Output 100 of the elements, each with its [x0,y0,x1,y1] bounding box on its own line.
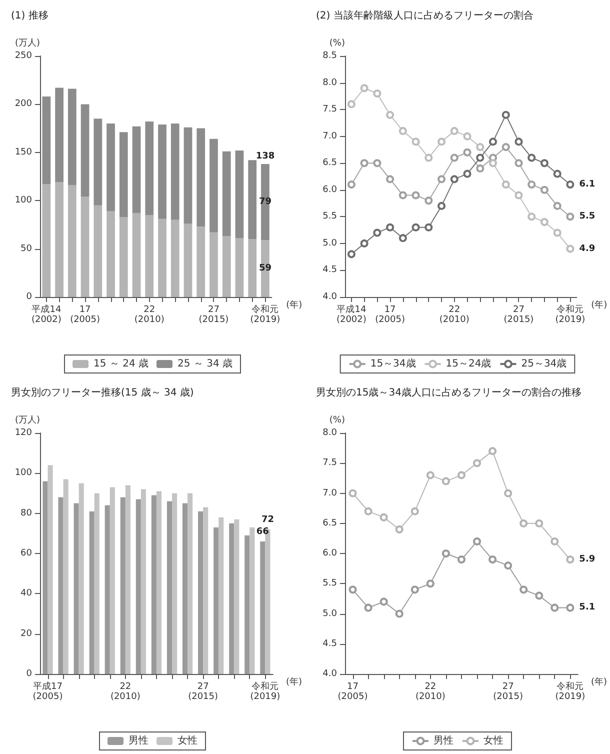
point [395,525,404,534]
point [528,154,536,162]
data-label: 66 [256,526,269,537]
bar [120,497,126,674]
data-label: 72 [261,514,274,525]
data-label: 6.1 [579,180,596,190]
point [438,175,446,184]
bar [42,96,51,184]
point [410,586,419,594]
bar [229,523,234,674]
bar [140,489,146,674]
bar [235,150,244,238]
x-tick-label: 27 (2015) [188,682,218,702]
point [553,202,562,210]
point [395,610,404,618]
point [540,186,548,194]
x-tick-label: 令和元 (2019) [250,304,280,325]
point [553,228,562,237]
point [412,191,420,200]
point [424,223,433,232]
bar [132,213,141,297]
y-axis-title: (%) [329,416,345,426]
data-label: 5.9 [579,554,596,565]
point [398,126,407,135]
point [347,100,356,108]
y-tick-label: 6.5 [322,158,337,168]
bar [58,497,64,674]
bar [42,184,51,297]
point [386,110,394,119]
bar [110,487,115,674]
point [450,175,458,184]
y-tick-label: 4.5 [322,638,337,649]
point [364,507,372,516]
x-axis-title: (年) [591,300,608,310]
bar [184,127,192,224]
point [412,223,420,232]
point [347,180,356,189]
point [442,550,450,558]
point [457,471,466,480]
bar [119,216,128,297]
x-tick-label: 27 (2015) [504,305,534,325]
point [502,180,510,189]
legend-label: 女性 [178,734,198,746]
point [514,138,523,146]
bar [74,503,79,674]
point [398,234,407,242]
point [398,191,407,200]
bar [151,495,156,674]
y-tick-label: 120 [14,428,32,438]
point [438,138,446,146]
y-tick-label: 60 [20,548,32,558]
x-tick-label: 22 (2010) [415,682,446,702]
y-tick-label: 80 [20,508,32,518]
y-tick-label: 8.0 [322,78,338,88]
data-label: 5.5 [579,212,596,222]
point [348,586,357,594]
y-tick-label: 7.0 [322,131,338,142]
bar [214,527,219,674]
bar [166,501,172,674]
bar [119,132,128,217]
y-axis-title: (万人) [14,414,40,426]
bar [198,511,204,674]
point [502,110,510,119]
bar [136,499,141,674]
bar [78,483,84,674]
x-tick-label: 平成14 (2002) [336,304,366,325]
bar [203,507,208,674]
point [347,250,356,258]
y-axis-title: (%) [329,38,345,48]
point [424,196,433,205]
bar [94,118,102,206]
bar [42,481,48,674]
y-axis-title: (万人) [14,38,40,48]
x-axis-title: (年) [591,676,608,688]
bar [260,541,266,674]
data-label: 59 [258,264,272,274]
y-tick-label: 250 [14,51,32,61]
x-tick-label: 27 (2015) [493,682,524,702]
bar [158,218,166,297]
point [566,212,574,221]
legend-label: 15～24歳 [446,358,492,370]
point [553,170,562,178]
point [373,228,382,237]
bar [106,123,115,212]
y-tick-label: 100 [14,468,32,478]
point [438,202,446,210]
y-tick-label: 4.5 [322,265,337,276]
x-tick-label: 22 (2010) [110,682,140,702]
legend-label: 25 ～ 34 歳 [178,358,232,370]
chart-title: (1) 推移 [11,10,48,22]
point [488,447,497,456]
y-tick-label: 40 [20,588,32,599]
point [535,592,544,600]
bar [184,224,192,297]
point [540,218,548,226]
legend-label: 男性 [128,734,148,746]
legend-label: 15～34歳 [370,358,416,370]
point [514,191,523,200]
bar [68,185,76,297]
bar [94,493,100,674]
